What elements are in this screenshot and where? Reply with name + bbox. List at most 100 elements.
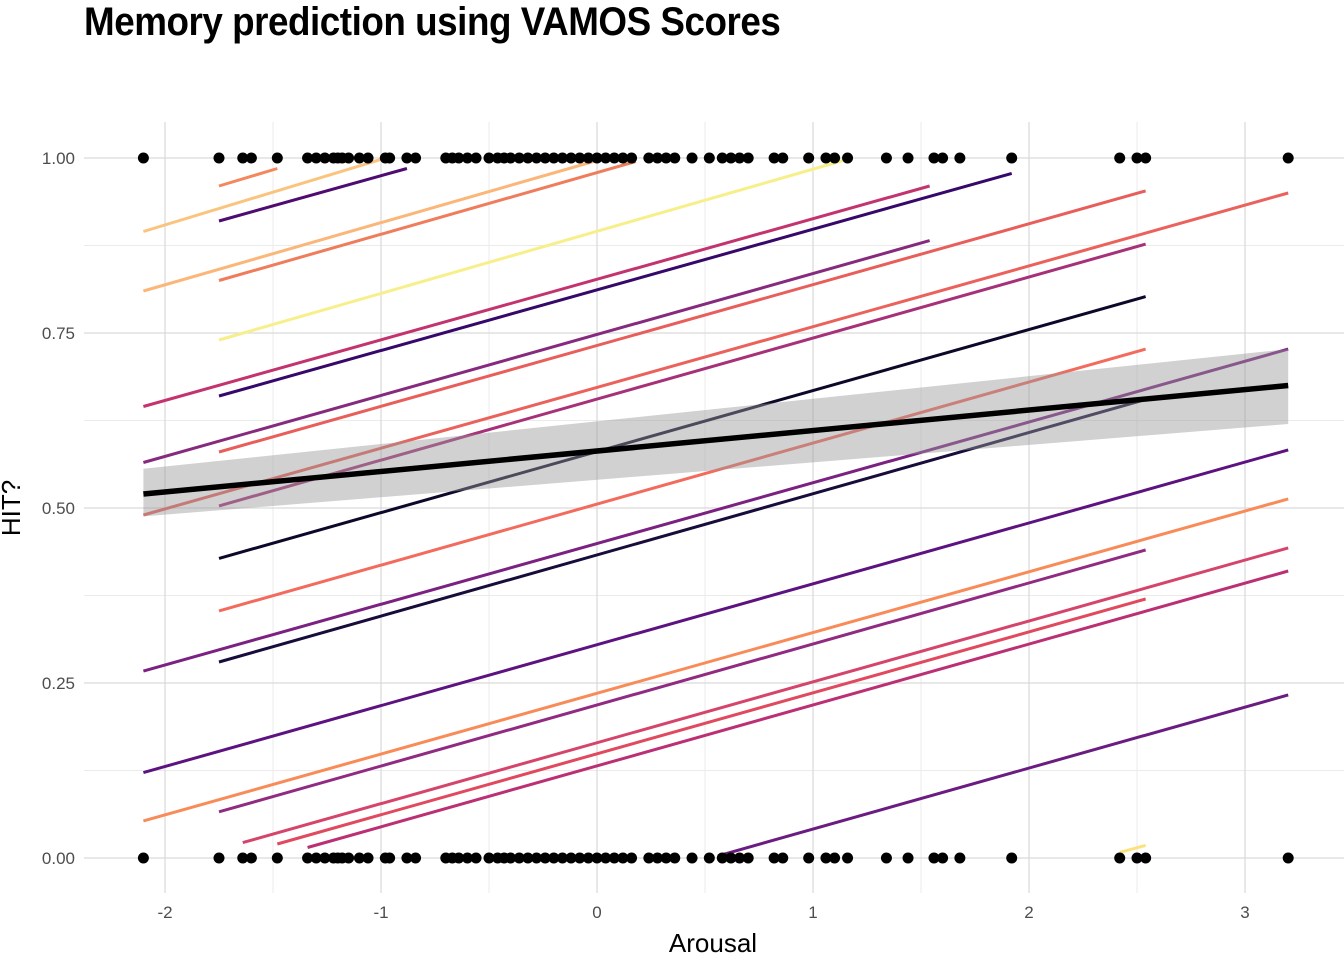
data-point <box>310 152 322 164</box>
data-point <box>928 152 940 164</box>
data-point <box>600 852 612 864</box>
data-point <box>660 852 672 864</box>
y-tick-label: 0.50 <box>42 499 75 518</box>
data-point <box>362 152 374 164</box>
series-line-7 <box>142 184 931 408</box>
data-point <box>1006 852 1018 864</box>
data-point <box>539 152 551 164</box>
x-tick-label: -2 <box>157 903 172 922</box>
data-point <box>608 852 620 864</box>
data-point <box>1114 152 1126 164</box>
series-line-22 <box>307 569 1289 849</box>
data-point <box>522 152 534 164</box>
y-axis-title: HIT? <box>0 480 26 536</box>
data-point <box>271 152 283 164</box>
x-tick-label: 2 <box>1024 903 1033 922</box>
data-point <box>617 152 629 164</box>
data-point <box>505 152 517 164</box>
data-point <box>505 852 517 864</box>
data-point <box>1131 852 1143 864</box>
data-point <box>829 852 841 864</box>
data-point <box>237 152 249 164</box>
data-point <box>734 852 746 864</box>
data-point <box>1282 852 1294 864</box>
series-line-5 <box>218 160 637 282</box>
data-point <box>483 152 495 164</box>
data-point <box>686 852 698 864</box>
data-point <box>574 852 586 864</box>
data-point <box>453 152 465 164</box>
data-point <box>937 852 949 864</box>
data-point <box>137 152 149 164</box>
data-point <box>137 852 149 864</box>
data-point <box>513 852 525 864</box>
series-line-23 <box>717 693 1289 858</box>
data-point <box>725 152 737 164</box>
x-tick-label: 0 <box>592 903 601 922</box>
data-point <box>582 152 594 164</box>
series-line-2 <box>142 156 386 233</box>
data-point <box>401 852 413 864</box>
data-point <box>842 152 854 164</box>
data-point <box>651 852 663 864</box>
data-point <box>237 852 249 864</box>
data-point <box>343 852 355 864</box>
y-tick-label: 0.00 <box>42 849 75 868</box>
data-point <box>954 852 966 864</box>
data-point <box>734 152 746 164</box>
data-point <box>937 152 949 164</box>
data-point <box>600 152 612 164</box>
series-line-1 <box>218 167 278 188</box>
series-line-17 <box>142 448 1289 775</box>
x-axis-title: Arousal <box>669 928 757 958</box>
data-point <box>1282 152 1294 164</box>
data-point <box>245 152 257 164</box>
data-point <box>319 152 331 164</box>
series-line-21 <box>276 597 1147 846</box>
series-line-11 <box>142 191 1289 517</box>
data-point <box>548 152 560 164</box>
data-point <box>574 152 586 164</box>
data-point <box>643 152 655 164</box>
confidence-band <box>143 349 1289 517</box>
series-line-3 <box>218 167 408 223</box>
data-point <box>384 852 396 864</box>
data-point <box>565 152 577 164</box>
series-line-8 <box>218 171 1013 398</box>
series-line-14 <box>218 347 1147 613</box>
series-line-16 <box>218 398 1147 664</box>
data-point <box>522 852 534 864</box>
series-line-20 <box>242 546 1289 845</box>
data-point <box>820 152 832 164</box>
y-axis-ticks: 0.00 0.25 0.50 0.75 1.00 <box>42 149 75 868</box>
data-point <box>669 852 681 864</box>
data-point <box>271 852 283 864</box>
data-point <box>660 152 672 164</box>
series-line-19 <box>218 548 1147 814</box>
data-point <box>213 852 225 864</box>
y-tick-label: 0.25 <box>42 674 75 693</box>
data-point <box>1140 852 1152 864</box>
data-point <box>531 852 543 864</box>
series-line-18 <box>142 497 1289 823</box>
data-point <box>245 852 257 864</box>
series-line-9 <box>142 239 931 464</box>
data-point <box>1006 152 1018 164</box>
data-point <box>213 152 225 164</box>
data-point <box>803 852 815 864</box>
data-point <box>1131 152 1143 164</box>
data-point <box>531 152 543 164</box>
data-point <box>725 852 737 864</box>
data-point <box>461 852 473 864</box>
data-point <box>803 152 815 164</box>
data-point <box>742 152 754 164</box>
x-tick-label: -1 <box>373 903 388 922</box>
data-point <box>302 852 314 864</box>
data-point <box>626 852 638 864</box>
data-point <box>902 852 914 864</box>
data-point <box>582 852 594 864</box>
data-point <box>461 152 473 164</box>
data-point <box>483 852 495 864</box>
data-point <box>716 852 728 864</box>
